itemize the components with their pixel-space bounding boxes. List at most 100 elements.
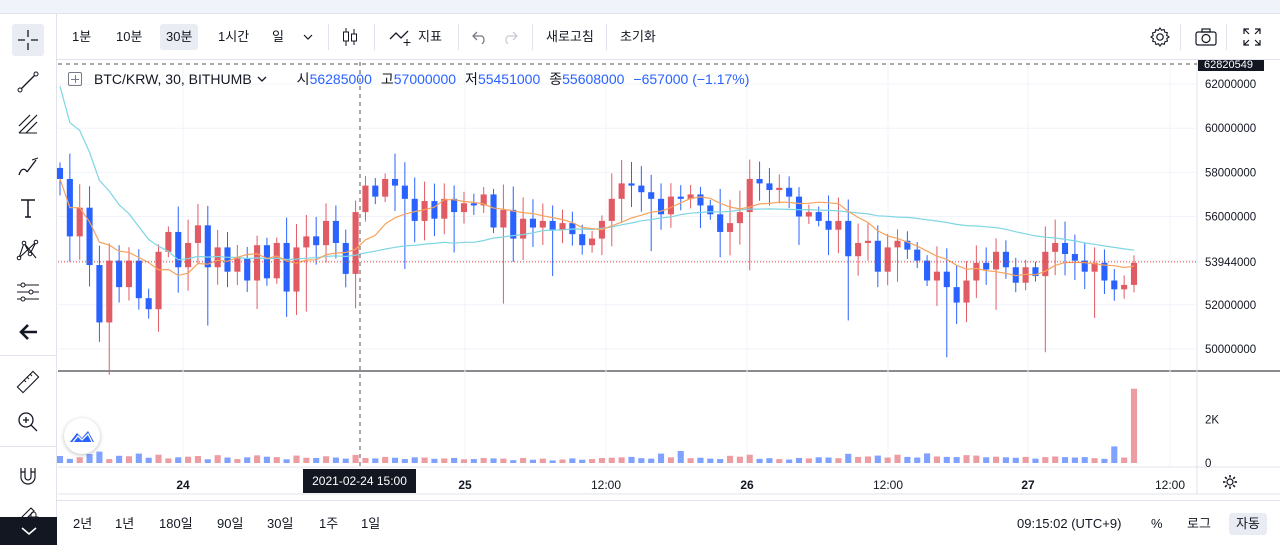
volume-bar [953,457,960,463]
volume-bar [717,459,724,463]
axis-settings-gear-icon[interactable] [1223,475,1237,489]
candle-body [470,203,477,206]
interval-1m[interactable]: 1분 [72,29,92,44]
candle-body [106,260,113,323]
volume-bar [214,455,221,463]
volume-bar [963,455,970,463]
volume-bar [1022,456,1029,463]
candle-body [490,194,497,228]
candle-body [973,262,980,281]
candle-body [332,220,339,243]
range-1w[interactable]: 1주 [319,516,339,531]
candle-body [86,207,93,266]
toolbar-divider [458,24,459,50]
indicators-icon[interactable] [386,24,414,50]
volume-bar [874,455,881,463]
candle-body [520,218,527,239]
range-2y[interactable]: 2년 [73,516,93,531]
gear-icon-tooth [1232,476,1236,480]
collapse-toolbar-chevron-icon[interactable] [0,517,57,545]
volume-bar [342,458,349,463]
price-tick-label: 52000000 [1205,300,1256,312]
brush-tool-icon[interactable] [12,150,44,182]
candle-body [559,223,566,230]
range-1d[interactable]: 1일 [361,516,381,531]
symbol-name[interactable]: BTC/KRW, 30, BITHUMB [94,71,252,87]
candle-body [313,236,320,246]
volume-bar [194,456,201,463]
zoom-in-icon[interactable] [12,406,44,438]
percent-scale-toggle[interactable]: % [1151,516,1163,531]
gear-icon-tooth [1232,484,1236,488]
range-90d[interactable]: 90일 [217,516,244,531]
candle-body [155,251,162,310]
volume-bars [56,388,1138,463]
candle-body [904,240,911,250]
candle-body [411,198,418,221]
redo-icon[interactable] [496,24,524,50]
volume-bar [263,456,270,463]
interval-10m[interactable]: 10분 [116,29,143,44]
candle-body [924,260,931,281]
pattern-tool-icon[interactable] [12,234,44,266]
close-value: 55608000 [562,71,625,87]
camera-icon[interactable] [1192,24,1220,50]
volume-bar [125,456,133,463]
volume-bar [411,457,418,463]
volume-bar [835,458,842,463]
interval-1h[interactable]: 1시간 [218,29,250,44]
pitchfork-tool-icon[interactable] [12,108,44,140]
candle-body [96,265,103,323]
candlestick-type-icon[interactable] [336,24,364,50]
volume-bar [993,456,1000,463]
crosshair-tool-icon[interactable] [12,24,44,56]
undo-icon[interactable] [466,24,494,50]
tradingview-logo[interactable] [64,418,100,454]
candle-body [579,234,586,246]
auto-scale-toggle[interactable]: 자동 [1229,513,1267,535]
gear-icon[interactable] [1146,24,1174,50]
range-180d[interactable]: 180일 [159,516,193,531]
indicators-button[interactable]: 지표 [418,29,442,44]
volume-bar [924,453,931,463]
volume-bar [1081,457,1088,463]
magnet-icon[interactable] [12,460,44,492]
trend-line-tool-icon[interactable] [12,66,44,98]
chevron-down-icon[interactable] [294,24,322,50]
refresh-button[interactable]: 새로고침 [546,29,594,44]
volume-bar [776,459,783,463]
arrow-left-icon[interactable] [12,316,44,348]
candle-body [1130,262,1138,285]
candle-body [549,220,556,230]
candle-body [825,220,832,230]
candle-body [165,231,172,252]
reset-button[interactable]: 초기화 [620,29,656,44]
candle-body [1091,262,1098,272]
interval-day[interactable]: 일 [272,29,284,44]
range-1y[interactable]: 1년 [115,516,135,531]
volume-bar [1111,446,1118,463]
range-30d[interactable]: 30일 [267,516,294,531]
volume-bar [914,457,921,463]
volume-bar [1042,457,1049,463]
log-scale-toggle[interactable]: 로그 [1187,516,1211,531]
clock-display[interactable]: 09:15:02 (UTC+9) [1017,516,1122,531]
volume-bar [786,459,793,463]
interval-30m[interactable]: 30분 [160,24,199,50]
candle-body [76,207,83,237]
candle-body [756,178,763,184]
chevron-down-icon[interactable] [255,74,269,84]
ruler-icon[interactable] [12,366,44,398]
candle-body [1061,242,1069,255]
gear-icon-center [1226,478,1234,486]
fullscreen-icon[interactable] [1238,24,1266,50]
candle-body [342,242,349,274]
expand-plus-icon[interactable] [68,72,82,86]
measure-lines-tool-icon[interactable] [12,276,44,308]
candle-body [953,287,960,303]
text-tool-icon[interactable] [12,192,44,224]
volume-bar [539,458,546,463]
volume-bar [973,455,980,463]
candle-body [874,240,881,272]
